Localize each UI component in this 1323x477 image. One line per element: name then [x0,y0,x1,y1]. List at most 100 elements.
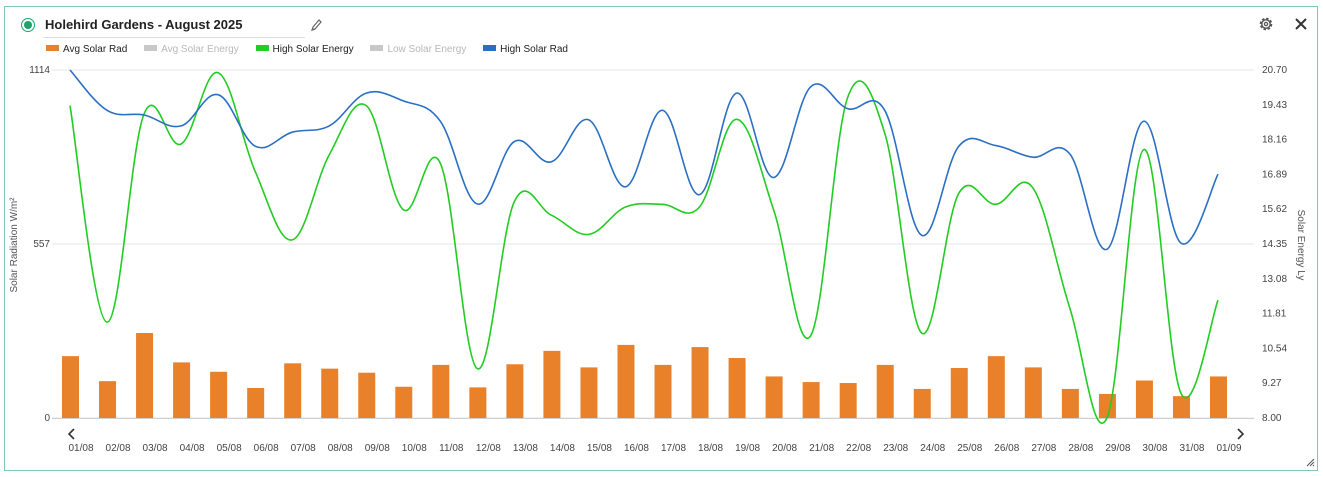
legend-item-low-solar-energy[interactable]: Low Solar Energy [370,44,466,55]
x-tick-label: 24/08 [920,443,945,454]
bar-avg-solar-rad[interactable] [136,333,154,418]
x-tick-label: 04/08 [180,443,205,454]
legend-label: High Solar Energy [272,44,354,55]
left-axis-title: Solar Radiation W/m² [9,197,20,293]
bar-avg-solar-rad[interactable] [617,344,635,418]
x-tick-label: 20/08 [772,443,797,454]
bar-avg-solar-rad[interactable] [506,364,524,418]
right-tick-label: 13.08 [1262,274,1287,285]
bar-series [62,333,1227,418]
x-tick-label: 06/08 [254,443,279,454]
x-tick-label: 27/08 [1031,443,1056,454]
right-tick-label: 14.35 [1262,239,1287,250]
x-tick-label: 22/08 [846,443,871,454]
x-tick-label: 28/08 [1068,443,1093,454]
bar-avg-solar-rad[interactable] [247,388,265,418]
bar-avg-solar-rad[interactable] [950,368,968,418]
bar-avg-solar-rad[interactable] [99,381,117,418]
legend-label: High Solar Rad [500,44,568,55]
pencil-icon[interactable] [309,17,323,33]
bar-avg-solar-rad[interactable] [913,388,931,418]
bar-avg-solar-rad[interactable] [543,350,561,418]
right-tick-label: 20.70 [1262,65,1287,76]
legend-swatch [370,45,384,52]
x-tick-label: 16/08 [624,443,649,454]
bar-avg-solar-rad[interactable] [728,358,746,418]
bar-avg-solar-rad[interactable] [284,363,302,418]
x-tick-label: 02/08 [106,443,131,454]
right-tick-label: 11.81 [1262,309,1287,320]
chevron-left-icon[interactable] [67,428,75,440]
x-tick-label: 17/08 [661,443,686,454]
x-tick-label: 23/08 [883,443,908,454]
bar-avg-solar-rad[interactable] [1172,396,1190,418]
bar-avg-solar-rad[interactable] [62,356,79,418]
right-axis-ticks: 20.70 19.43 18.16 16.89 15.62 14.35 13.08 11.81… [1262,65,1287,424]
legend-label: Avg Solar Energy [161,44,239,55]
resize-handle-icon[interactable] [1306,458,1315,467]
close-icon[interactable] [1293,16,1309,32]
bar-avg-solar-rad[interactable] [1135,380,1153,418]
bar-avg-solar-rad[interactable] [395,386,413,418]
x-tick-label: 26/08 [994,443,1019,454]
right-tick-label: 15.62 [1262,204,1287,215]
legend-item-avg-solar-energy[interactable]: Avg Solar Energy [144,44,239,55]
right-tick-label: 10.54 [1262,343,1287,354]
legend-swatch [255,45,269,52]
x-tick-label: 07/08 [291,443,316,454]
x-tick-label: 11/08 [439,443,464,454]
bar-avg-solar-rad[interactable] [358,372,376,418]
card-title: Holehird Gardens - August 2025 [45,17,243,32]
right-tick-label: 18.16 [1262,135,1287,146]
right-tick-label: 9.27 [1262,378,1282,389]
right-tick-label: 16.89 [1262,169,1287,180]
bar-avg-solar-rad[interactable] [432,364,450,418]
line-high-solar-energy[interactable] [69,71,1219,424]
x-tick-label: 01/08 [68,443,93,454]
x-tick-label: 31/08 [1179,443,1204,454]
line-high-solar-rad[interactable] [69,69,1219,251]
x-tick-label: 18/08 [698,443,723,454]
line-series [69,69,1219,424]
right-tick-label: 19.43 [1262,100,1287,111]
x-tick-label: 13/08 [513,443,538,454]
bar-avg-solar-rad[interactable] [469,387,487,418]
x-tick-label: 10/08 [402,443,427,454]
legend-label: Avg Solar Rad [63,44,128,55]
card-header: Holehird Gardens - August 2025 [17,15,1317,45]
bar-avg-solar-rad[interactable] [1024,367,1042,418]
legend-item-high-solar-energy[interactable]: High Solar Energy [255,44,354,55]
legend-label: Low Solar Energy [387,44,467,55]
bar-avg-solar-rad[interactable] [765,376,783,418]
bar-avg-solar-rad[interactable] [876,364,894,418]
x-tick-label: 14/08 [550,443,575,454]
bar-avg-solar-rad[interactable] [321,368,339,418]
x-tick-label: 05/08 [217,443,242,454]
left-axis-ticks: 1114 557 0 [29,65,50,424]
status-dot-icon [21,18,35,32]
legend-item-avg-solar-rad[interactable]: Avg Solar Rad [46,44,127,55]
title-underline [43,37,305,38]
x-tick-label: 25/08 [957,443,982,454]
legend-item-high-solar-rad[interactable]: High Solar Rad [483,44,568,55]
bar-avg-solar-rad[interactable] [654,364,672,418]
legend-swatch [483,45,497,52]
bar-avg-solar-rad[interactable] [1061,388,1079,418]
bar-avg-solar-rad[interactable] [839,383,857,418]
left-tick-label: 0 [44,413,50,424]
bar-avg-solar-rad[interactable] [691,347,709,418]
x-tick-label: 12/08 [476,443,501,454]
bar-avg-solar-rad[interactable] [802,382,820,418]
gear-icon[interactable] [1257,15,1275,33]
chevron-right-icon[interactable] [1237,428,1245,440]
bar-avg-solar-rad[interactable] [987,356,1005,418]
x-axis-ticks: 01/08 02/08 03/08 04/08 05/08 06/08 07/08 08/08… [68,443,1241,454]
bar-avg-solar-rad[interactable] [1210,376,1227,418]
bar-avg-solar-rad[interactable] [173,362,191,418]
left-tick-label: 557 [33,239,50,250]
bar-avg-solar-rad[interactable] [210,371,228,418]
left-tick-label: 1114 [29,65,50,76]
bar-avg-solar-rad[interactable] [580,367,598,418]
x-tick-label: 08/08 [328,443,353,454]
